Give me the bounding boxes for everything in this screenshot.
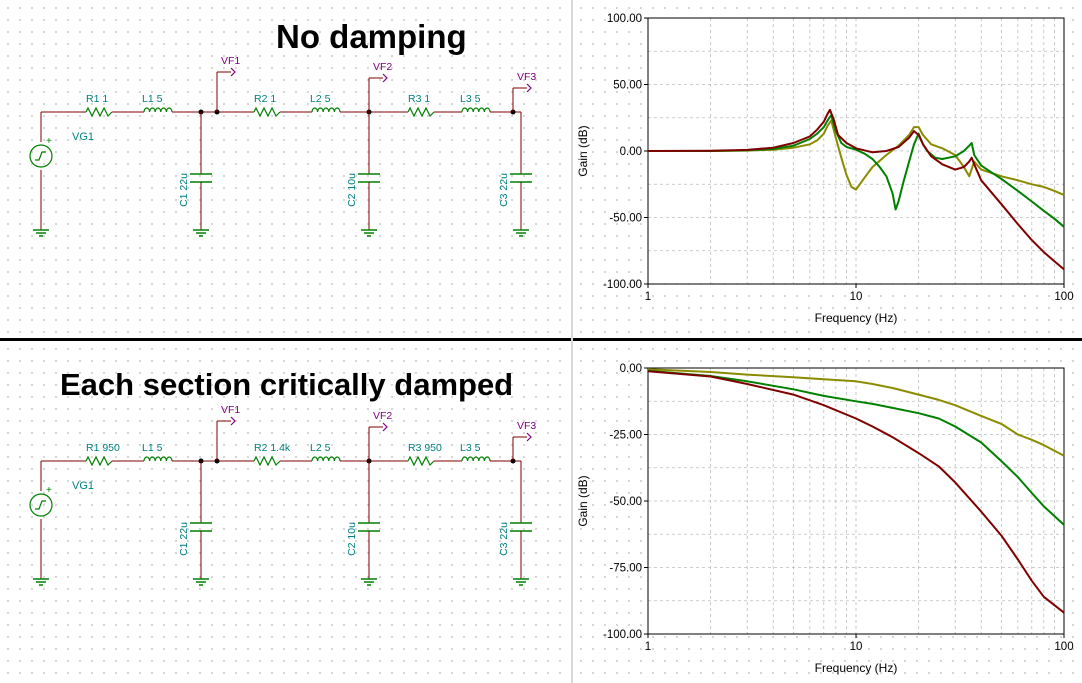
source-step-glyph: [35, 500, 46, 510]
resistor-r2: [253, 455, 281, 467]
capacitor-c2-label: C2 10u: [346, 173, 358, 207]
inductor-l1: [143, 107, 173, 113]
inductor-l1-label: L1 5: [142, 442, 163, 454]
resistor-r1-label: R1 950: [86, 442, 120, 454]
resistor-r1-label: R1 1: [86, 93, 108, 105]
y-axis-label: Gain (dB): [576, 125, 590, 176]
series-line-3: [647, 370, 1065, 614]
probe-vf2: VF2: [373, 410, 392, 422]
probe-vf1-arrow: [230, 67, 236, 77]
inductor-l3: [461, 107, 491, 113]
inductor-l1-label: L1 5: [142, 93, 163, 105]
probe-vf3-arrow: [526, 432, 532, 442]
capacitor-c1-label: C1 22u: [178, 173, 190, 207]
capacitor-c3-label: C3 22u: [498, 522, 510, 556]
source-plus-sign: +: [46, 136, 52, 147]
y-tick-label: 50.00: [613, 80, 642, 92]
schematic-top: + VG1 R1 1 L1 5 C1 22u VF1 R2 1 L2 5 C2 10u VF2 R3…: [29, 55, 536, 237]
probe-vf2-arrow: [382, 422, 388, 432]
probe-vf1: VF1: [221, 55, 240, 67]
series-line-1: [647, 368, 1065, 457]
y-tick-label: 100.00: [607, 13, 642, 25]
schematic-title-bottom: Each section critically damped: [60, 367, 514, 402]
x-tick-label: 100: [1054, 641, 1073, 653]
bode-chart-top: 100.00 50.00 0.00 -50.00 -100.001 10 100 Freque…: [576, 13, 1074, 325]
schematic-panel-top: [0, 0, 571, 338]
y-tick-label: -100.00: [603, 279, 642, 291]
source-label: VG1: [72, 480, 94, 492]
series-line-2: [647, 369, 1065, 526]
source-symbol: [29, 144, 53, 168]
resistor-r2-label: R2 1: [254, 93, 276, 105]
y-tick-label: -75.00: [609, 563, 642, 575]
x-tick-label: 100: [1054, 291, 1073, 303]
source-plus-sign: +: [46, 485, 52, 496]
y-tick-label: -25.00: [609, 430, 642, 442]
resistor-r1: [85, 106, 113, 118]
probe-vf3-arrow: [526, 83, 532, 93]
probe-vf2: VF2: [373, 61, 392, 73]
probe-vf1-arrow: [230, 416, 236, 426]
probe-vf1: VF1: [221, 404, 240, 416]
resistor-r2-label: R2 1.4k: [254, 442, 291, 454]
series-line-1: [648, 119, 1065, 196]
resistor-r3-label: R3 950: [408, 442, 442, 454]
x-tick-label: 1: [645, 641, 651, 653]
source-step-glyph: [35, 151, 46, 161]
resistor-r2: [253, 106, 281, 118]
y-tick-label: 0.00: [620, 363, 642, 375]
resistor-r3: [407, 106, 435, 118]
x-tick-label: 10: [850, 641, 863, 653]
inductor-l1: [143, 456, 173, 462]
capacitor-c2-label: C2 10u: [346, 522, 358, 556]
series-line-3: [647, 108, 1065, 271]
vertical-divider: [571, 0, 573, 683]
resistor-r3-label: R3 1: [408, 93, 430, 105]
inductor-l3: [461, 456, 491, 462]
inductor-l2: [311, 107, 341, 113]
bode-chart-bottom: 0.00 -25.00 -50.00 -75.00 -100.001 10 100 Frequ…: [576, 363, 1074, 675]
schematic-panel-bottom: [0, 341, 571, 683]
inductor-l2-label: L2 5: [310, 442, 331, 454]
y-axis-label: Gain (dB): [576, 475, 590, 526]
capacitor-c1-label: C1 22u: [178, 522, 190, 556]
inductor-l3-label: L3 5: [460, 442, 481, 454]
x-axis-label: Frequency (Hz): [815, 311, 898, 325]
inductor-l2-label: L2 5: [310, 93, 331, 105]
probe-vf2-arrow: [382, 73, 388, 83]
schematic-title-top: No damping: [276, 18, 467, 55]
x-tick-label: 1: [645, 291, 651, 303]
y-tick-label: -100.00: [603, 629, 642, 641]
x-tick-label: 10: [850, 291, 863, 303]
resistor-r3: [407, 455, 435, 467]
source-label: VG1: [72, 131, 94, 143]
capacitor-c3-label: C3 22u: [498, 173, 510, 207]
source-symbol: [29, 493, 53, 517]
inductor-l2: [311, 456, 341, 462]
schematic-bottom: + VG1 R1 950 L1 5 C1 22u VF1 R2 1.4k L2 5 C2 10u…: [29, 404, 536, 586]
probe-vf3: VF3: [517, 420, 536, 432]
horizontal-divider: [0, 338, 1082, 341]
y-tick-label: 0.00: [620, 146, 642, 158]
inductor-l3-label: L3 5: [460, 93, 481, 105]
y-tick-label: -50.00: [609, 213, 642, 225]
series-line-2: [648, 114, 1065, 228]
probe-vf3: VF3: [517, 71, 536, 83]
resistor-r1: [85, 455, 113, 467]
y-tick-label: -50.00: [609, 496, 642, 508]
x-axis-label: Frequency (Hz): [815, 661, 898, 675]
